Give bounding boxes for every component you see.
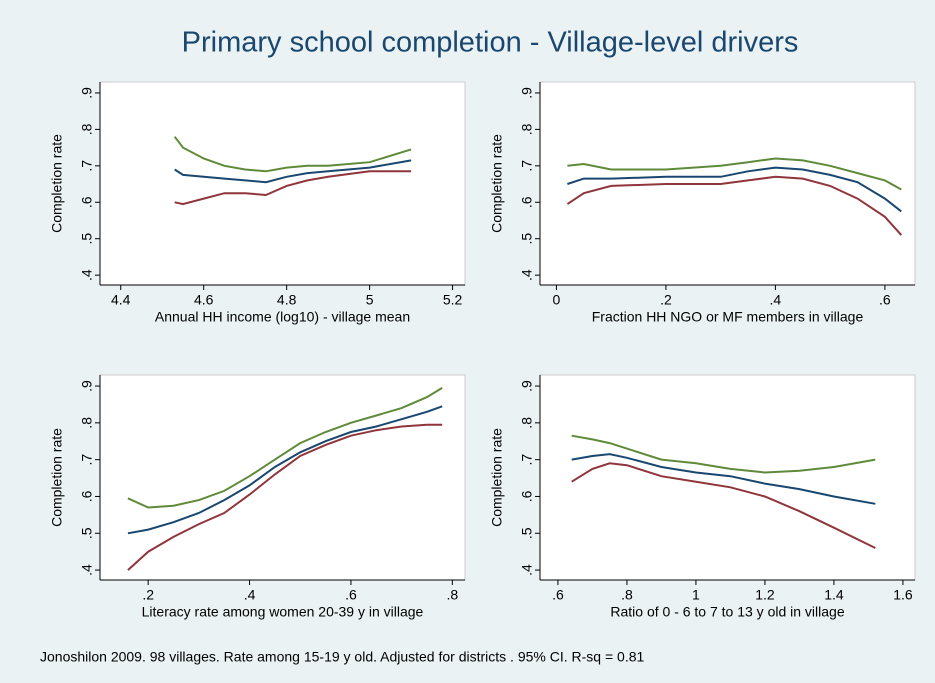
y-tick-label: .6: [79, 196, 95, 208]
x-tick-label: .8: [446, 587, 458, 603]
chart-title: Primary school completion - Village-leve…: [182, 27, 799, 59]
y-tick-label: .5: [79, 527, 95, 539]
x-tick-label: .2: [142, 587, 154, 603]
y-tick-label: .6: [519, 490, 535, 502]
x-axis-title: Ratio of 0 - 6 to 7 to 13 y old in villa…: [610, 604, 844, 620]
x-tick-label: 5.2: [443, 292, 463, 308]
x-tick-label: 1.4: [824, 587, 844, 603]
y-tick-label: .7: [79, 160, 95, 172]
x-tick-label: 4.4: [111, 292, 131, 308]
plot-area: [99, 374, 466, 581]
y-tick-label: .5: [79, 233, 95, 245]
plot-area: [539, 374, 916, 581]
y-tick-label: .8: [519, 417, 535, 429]
x-tick-label: .2: [660, 292, 672, 308]
y-tick-label: .7: [79, 454, 95, 466]
y-tick-label: .7: [519, 160, 535, 172]
series-line: [571, 453, 876, 505]
y-tick-label: .9: [519, 380, 535, 392]
y-tick-label: .4: [79, 564, 95, 576]
y-tick-label: .9: [79, 87, 95, 99]
y-tick-label: .8: [79, 417, 95, 429]
y-tick-label: .9: [519, 87, 535, 99]
y-tick-label: .5: [519, 233, 535, 245]
y-tick-label: .6: [79, 490, 95, 502]
x-tick-label: .8: [621, 587, 633, 603]
y-axis-title: Completion rate: [489, 134, 505, 233]
x-tick-label: 1.6: [893, 587, 913, 603]
y-tick-label: .6: [519, 196, 535, 208]
series-line: [173, 136, 412, 173]
y-tick-label: .8: [519, 123, 535, 135]
series-line: [174, 170, 412, 206]
series-line: [127, 423, 443, 571]
x-tick-label: 4.8: [277, 292, 297, 308]
x-tick-label: .6: [345, 587, 357, 603]
series-line: [571, 462, 876, 549]
y-tick-label: .4: [79, 269, 95, 281]
y-axis-title: Completion rate: [49, 134, 65, 233]
note: Jonoshilon 2009. 98 villages. Rate among…: [40, 649, 644, 665]
series-line: [567, 166, 902, 213]
x-tick-label: 0: [553, 292, 561, 308]
y-tick-label: .7: [519, 454, 535, 466]
series-line: [127, 387, 443, 509]
plot-area: [99, 81, 466, 286]
x-tick-label: 1.2: [755, 587, 775, 603]
y-tick-label: .4: [519, 269, 535, 281]
x-tick-label: 1: [692, 587, 700, 603]
series-line: [566, 175, 903, 236]
x-axis-title: Annual HH income (log10) - village mean: [155, 309, 410, 325]
x-tick-label: .4: [244, 587, 256, 603]
x-tick-label: 4.6: [194, 292, 214, 308]
x-axis-title: Literacy rate among women 20-39 y in vil…: [142, 604, 424, 620]
y-tick-label: .9: [79, 380, 95, 392]
y-axis-title: Completion rate: [49, 428, 65, 527]
x-tick-label: .4: [770, 292, 782, 308]
series-line: [571, 434, 876, 474]
y-axis-title: Completion rate: [489, 428, 505, 527]
x-tick-label: .6: [552, 587, 564, 603]
y-tick-label: .4: [519, 564, 535, 576]
x-axis-title: Fraction HH NGO or MF members in village: [592, 309, 864, 325]
x-tick-label: .6: [879, 292, 891, 308]
series-line: [174, 159, 412, 184]
x-tick-label: 5: [366, 292, 374, 308]
y-tick-label: .8: [79, 123, 95, 135]
y-tick-label: .5: [519, 527, 535, 539]
series-line: [567, 157, 902, 191]
series-line: [127, 405, 443, 535]
